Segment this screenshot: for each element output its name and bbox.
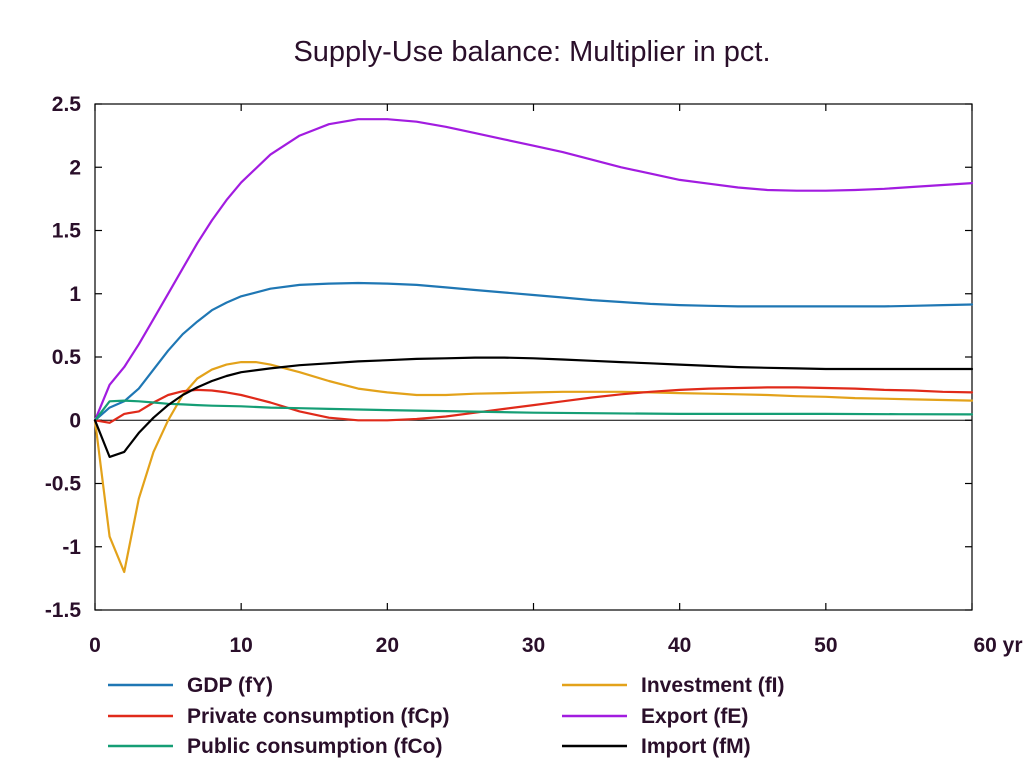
y-tick-label: 2.5: [52, 93, 82, 116]
x-tick-label: 30: [522, 634, 545, 657]
y-tick-label: 0: [69, 409, 81, 432]
y-tick-label: -0.5: [45, 473, 82, 496]
y-tick-label: 1: [69, 283, 81, 306]
legend-label-gdp-fy: GDP (fY): [187, 674, 273, 697]
legend-label-public-consumption-fco: Public consumption (fCo): [187, 735, 442, 758]
y-tick-label: -1.5: [45, 599, 82, 622]
y-tick-label: -1: [62, 536, 81, 559]
series-line-import-fm: [93, 356, 974, 458]
series-group: [93, 118, 974, 574]
y-tick-label: 1.5: [52, 220, 82, 243]
y-tick-label: 2: [69, 156, 81, 179]
x-tick-label: 50: [814, 634, 837, 657]
legend-label-import-fm: Import (fM): [641, 735, 751, 758]
x-tick-label: 20: [376, 634, 399, 657]
series-line-public-consumption-fco: [93, 399, 974, 422]
series-line-investment-fi: [93, 361, 974, 574]
x-tick-label: 0: [89, 634, 101, 657]
series-line-private-consumption-fcp: [93, 386, 974, 424]
x-tick-label: 40: [668, 634, 691, 657]
legend: GDP (fY) Investment (fI) Private consumpti…: [108, 674, 785, 758]
series-line-export-fe: [93, 118, 974, 422]
x-axis: 0 10 20 30 40 50 60 yr: [89, 104, 1023, 657]
legend-label-investment-fi: Investment (fI): [641, 674, 785, 697]
x-tick-label: 60 yr: [973, 634, 1022, 657]
legend-label-private-consumption-fcp: Private consumption (fCp): [187, 705, 450, 728]
series-line-gdp-fy: [93, 281, 974, 422]
y-axis: 2.5 2 1.5 1 0.5 0 -0.5 -1 -1.5: [45, 93, 972, 622]
legend-label-export-fe: Export (fE): [641, 705, 748, 728]
x-tick-label: 10: [229, 634, 252, 657]
plot-area-frame: [94, 103, 973, 611]
y-tick-label: 0.5: [52, 346, 82, 369]
chart-title: Supply-Use balance: Multiplier in pct.: [293, 36, 770, 68]
